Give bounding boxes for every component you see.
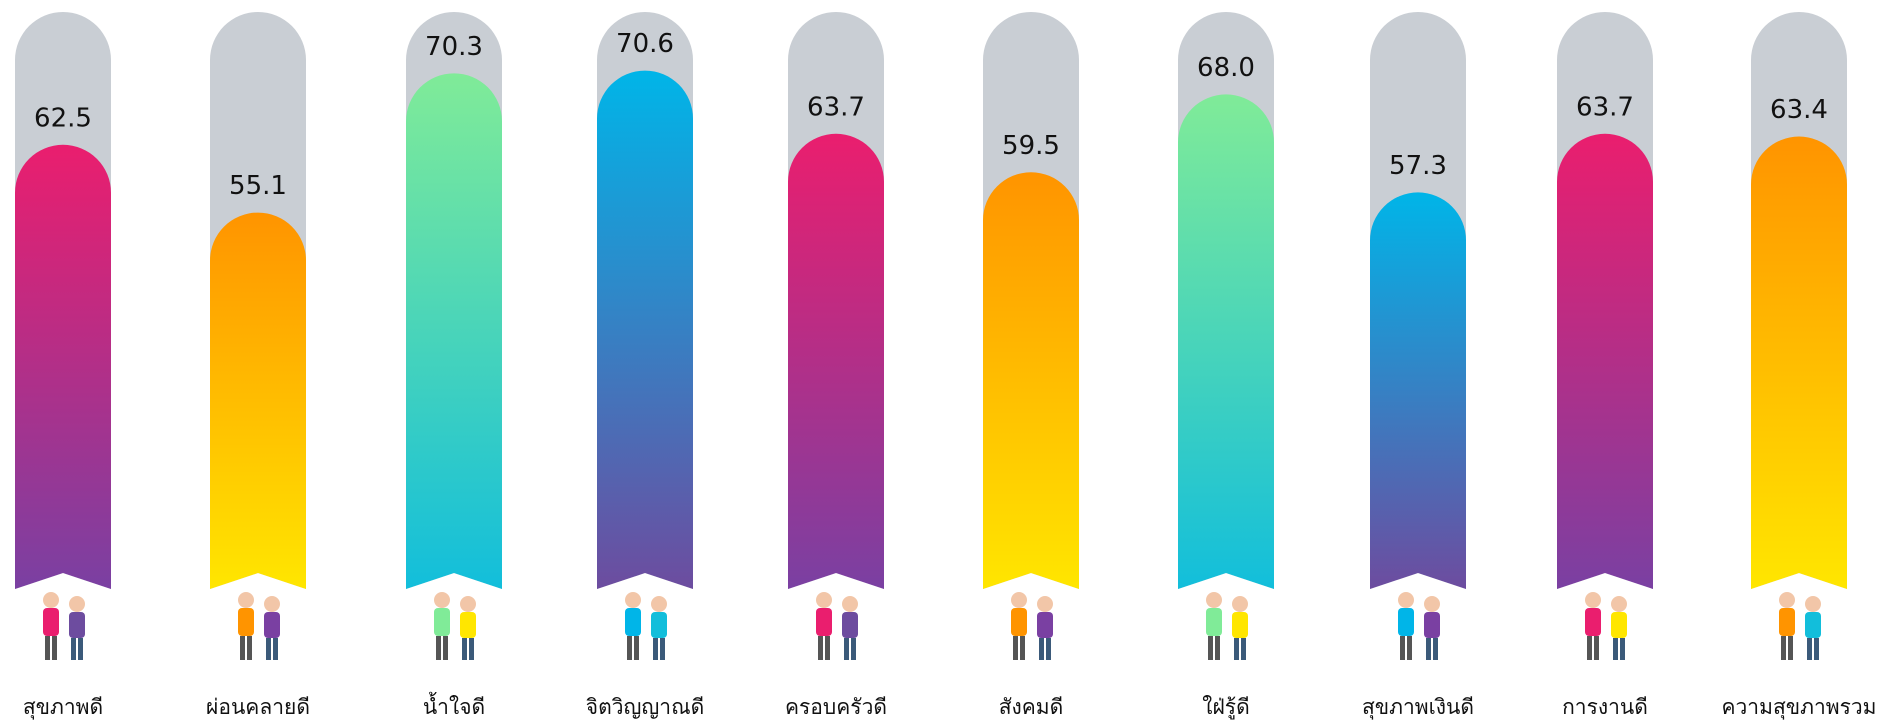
bar bbox=[1370, 192, 1466, 589]
x-tick-label: ใฝ่รู้ดี bbox=[1202, 695, 1249, 720]
illustration bbox=[1206, 592, 1248, 660]
value-label: 63.7 bbox=[807, 92, 865, 122]
bar bbox=[406, 73, 502, 589]
x-tick-label: น้ำใจดี bbox=[423, 692, 485, 719]
value-label: 55.1 bbox=[229, 171, 287, 201]
illustration bbox=[43, 592, 85, 660]
bar bbox=[983, 172, 1079, 589]
value-label: 57.3 bbox=[1389, 151, 1447, 181]
x-tick-label: สุขภาพดี bbox=[23, 695, 103, 720]
bar bbox=[1178, 94, 1274, 589]
x-tick-label: ผ่อนคลายดี bbox=[206, 695, 310, 719]
value-label: 70.6 bbox=[616, 29, 674, 59]
illustration bbox=[434, 592, 476, 660]
bar bbox=[210, 212, 306, 589]
illustration bbox=[1011, 592, 1053, 660]
illustration bbox=[816, 592, 858, 660]
illustration bbox=[1779, 592, 1821, 660]
value-label: 68.0 bbox=[1197, 53, 1255, 83]
bar bbox=[1557, 133, 1653, 589]
x-tick-label: สุขภาพเงินดี bbox=[1362, 695, 1474, 720]
value-label: 70.3 bbox=[425, 32, 483, 62]
bar bbox=[1751, 136, 1847, 590]
x-tick-label: สังคมดี bbox=[999, 695, 1064, 719]
value-label: 59.5 bbox=[1002, 131, 1060, 161]
value-label: 63.7 bbox=[1576, 92, 1634, 122]
illustration bbox=[238, 592, 280, 660]
bar bbox=[788, 133, 884, 589]
value-label: 62.5 bbox=[34, 103, 92, 133]
x-tick-label: ความสุขภาพรวม bbox=[1721, 695, 1876, 720]
illustration bbox=[625, 592, 667, 660]
value-label: 63.4 bbox=[1770, 95, 1828, 125]
x-tick-label: จิตวิญญาณดี bbox=[586, 695, 704, 719]
illustration bbox=[1398, 592, 1440, 660]
x-tick-label: ครอบครัวดี bbox=[785, 695, 887, 719]
x-tick-label: การงานดี bbox=[1562, 695, 1648, 719]
illustration bbox=[1585, 592, 1627, 660]
bar bbox=[597, 70, 693, 589]
bar bbox=[15, 144, 111, 590]
